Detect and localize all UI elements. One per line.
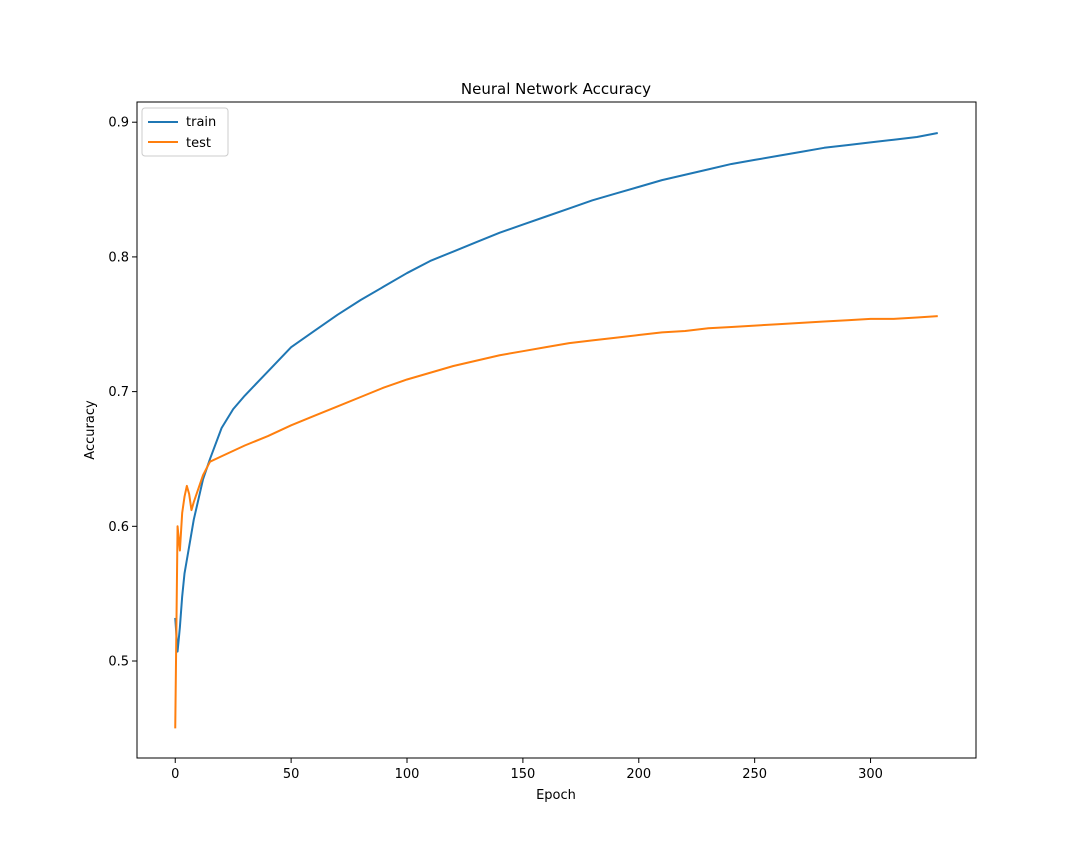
x-tick-label: 200	[626, 767, 651, 782]
y-tick-label: 0.5	[108, 655, 129, 670]
x-axis-label: Epoch	[536, 788, 576, 803]
legend-box	[141, 107, 229, 157]
y-tick-label: 0.9	[108, 116, 129, 131]
x-tick-label: 250	[742, 767, 767, 782]
x-tick-label: 150	[510, 767, 535, 782]
series-line-test	[174, 315, 938, 729]
legend-label-test: test	[186, 136, 211, 151]
series-line-train	[174, 131, 938, 653]
y-axis-label: Accuracy	[83, 400, 98, 460]
axes-frame	[136, 101, 977, 759]
series-layer	[174, 131, 938, 729]
legend: train test	[141, 107, 229, 157]
x-tick-label: 0	[171, 767, 179, 782]
x-ticks: 0 50 100 150 200 250 300	[171, 758, 883, 782]
x-tick-label: 300	[858, 767, 883, 782]
plot-area: 0 50 100 150 200 250 300 0.5 0.6 0.7 0.8 0.9	[108, 101, 977, 782]
x-tick-label: 50	[283, 767, 300, 782]
chart-title: Neural Network Accuracy	[461, 80, 651, 98]
y-tick-label: 0.8	[108, 250, 129, 265]
y-tick-label: 0.6	[108, 520, 129, 535]
y-ticks: 0.5 0.6 0.7 0.8 0.9	[108, 116, 137, 670]
x-tick-label: 100	[395, 767, 420, 782]
legend-label-train: train	[186, 115, 216, 130]
y-tick-label: 0.7	[108, 385, 129, 400]
